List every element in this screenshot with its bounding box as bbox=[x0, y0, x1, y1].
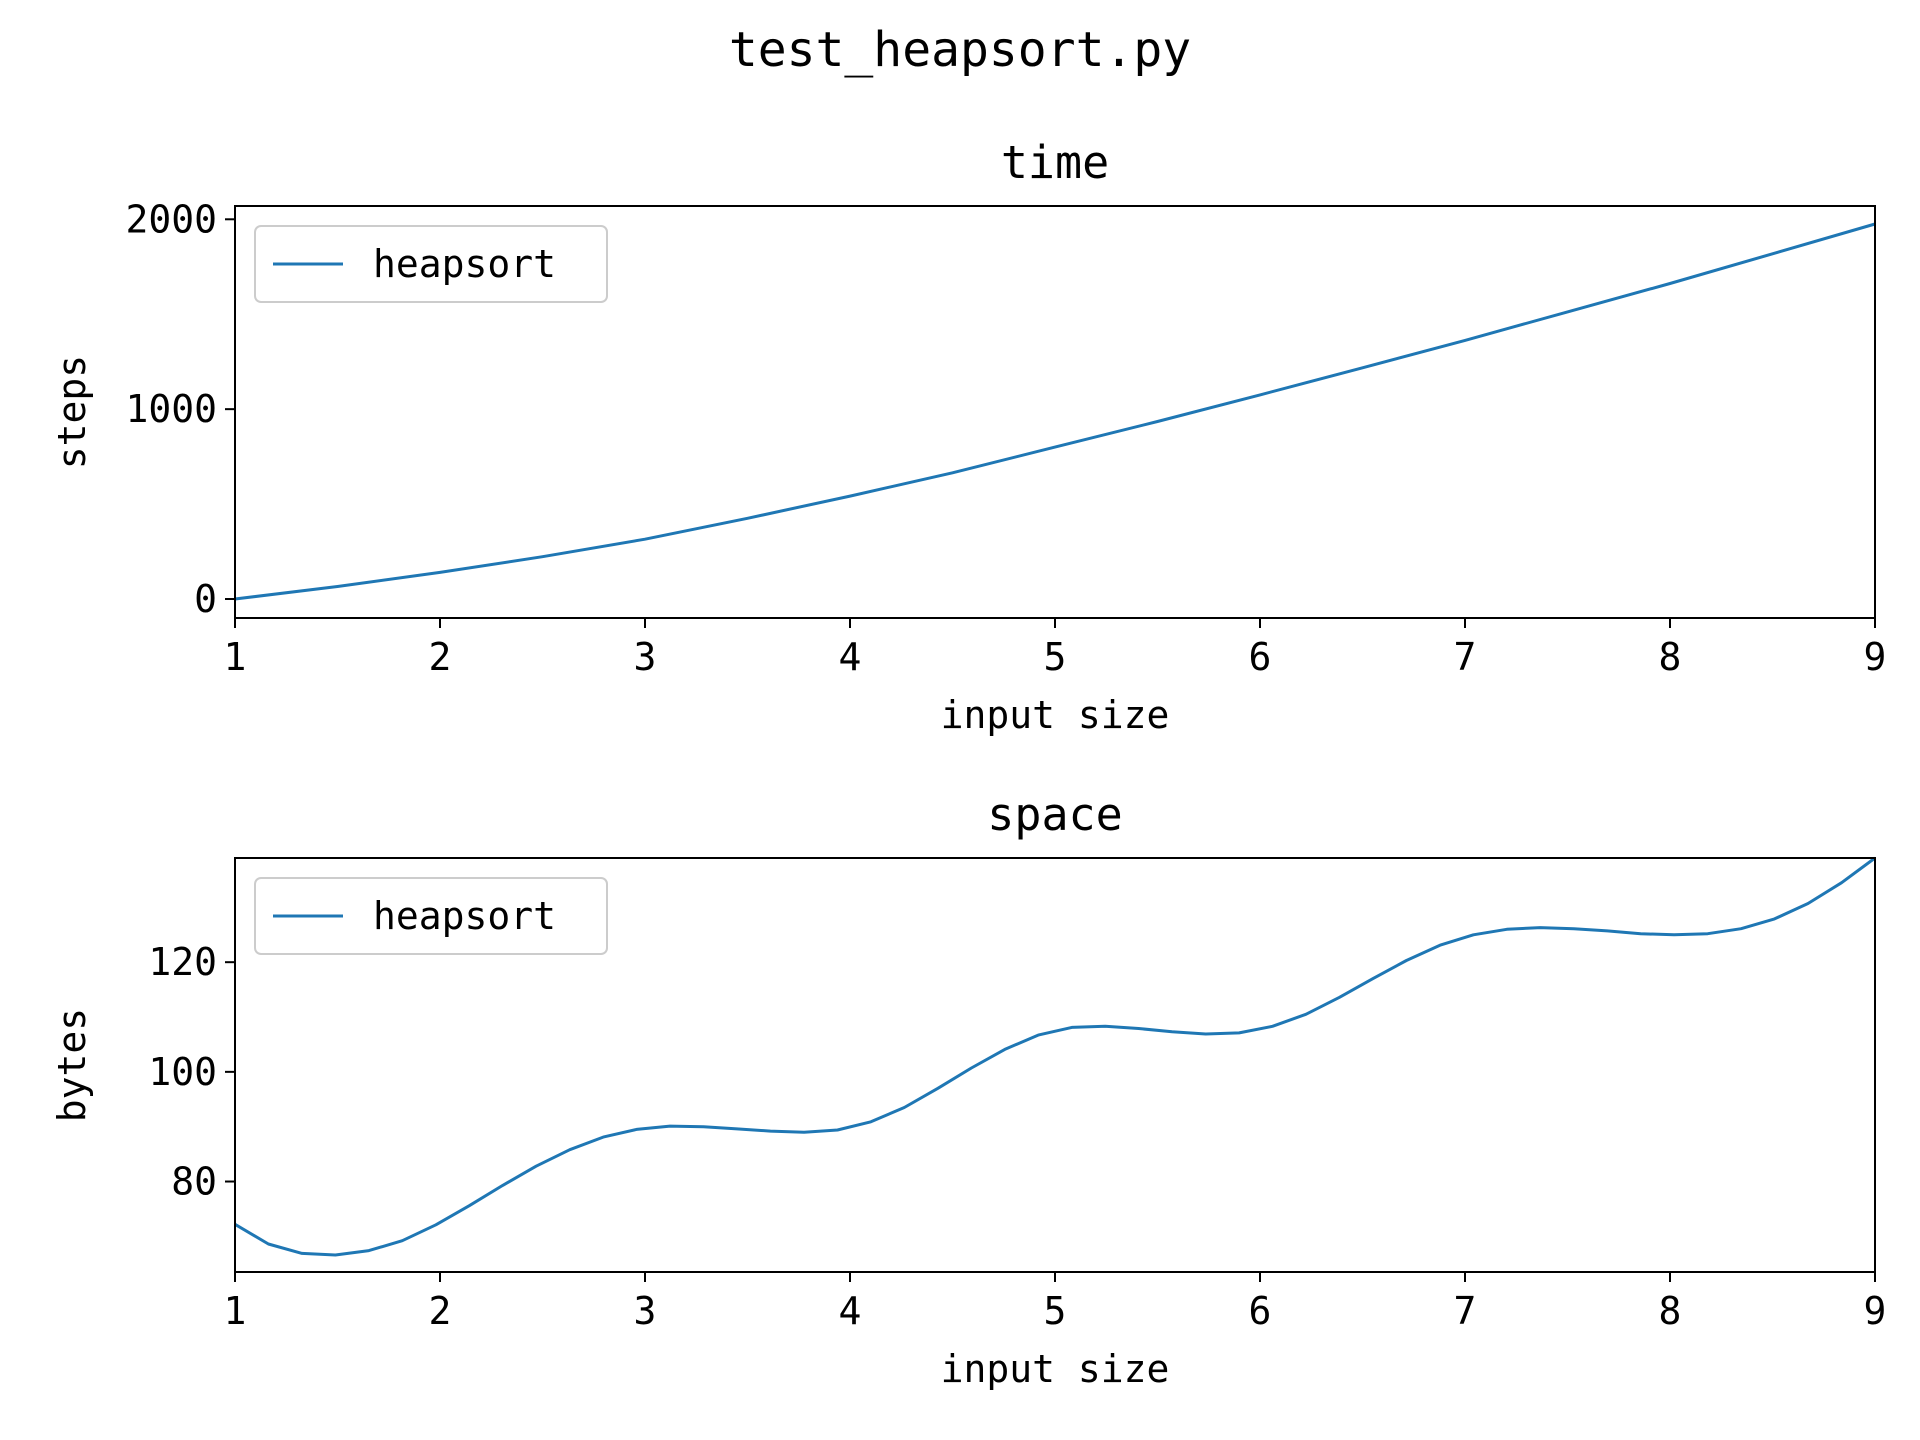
time-series-heapsort-line bbox=[234, 222, 1876, 601]
time-y-tick-label: 0 bbox=[194, 577, 217, 621]
time-legend-label-heapsort: heapsort bbox=[373, 242, 556, 286]
space-x-axis-label: input size bbox=[941, 1347, 1170, 1391]
subplot-time: time 1 2 3 4 5 6 7 8 9 0 1000 2000 input size steps hea… bbox=[50, 136, 1886, 737]
space-series-heapsort-line bbox=[234, 856, 1876, 1257]
subplots: time 1 2 3 4 5 6 7 8 9 0 1000 2000 input size steps hea… bbox=[50, 136, 1886, 1391]
space-y-axis-label: bytes bbox=[50, 1008, 94, 1122]
space-y-tick-label: 100 bbox=[148, 1050, 217, 1094]
time-x-tick-label: 1 bbox=[224, 635, 247, 679]
time-legend: heapsort bbox=[254, 225, 608, 303]
space-x-tick-label: 3 bbox=[634, 1289, 657, 1333]
subplot-space: space 1 2 3 4 5 6 7 8 9 80 100 120 input size bytes hea… bbox=[50, 788, 1886, 1391]
space-x-tick-label: 4 bbox=[839, 1289, 862, 1333]
space-x-tick-label: 1 bbox=[224, 1289, 247, 1333]
time-y-tick-label: 1000 bbox=[125, 387, 217, 431]
time-x-tick-label: 4 bbox=[839, 635, 862, 679]
space-plot-title: space bbox=[987, 788, 1122, 841]
time-plot-title: time bbox=[1001, 136, 1109, 189]
space-y-tick-label: 80 bbox=[171, 1160, 217, 1204]
space-legend: heapsort bbox=[254, 877, 608, 955]
space-x-tick-label: 8 bbox=[1659, 1289, 1682, 1333]
time-y-tick-label: 2000 bbox=[125, 197, 217, 241]
space-x-tick-label: 2 bbox=[429, 1289, 452, 1333]
time-x-tick-label: 8 bbox=[1659, 635, 1682, 679]
time-x-tick-label: 9 bbox=[1864, 635, 1887, 679]
time-x-axis-label: input size bbox=[941, 693, 1170, 737]
time-x-tick-label: 6 bbox=[1249, 635, 1272, 679]
space-legend-label-heapsort: heapsort bbox=[373, 894, 556, 938]
time-legend-box bbox=[254, 225, 608, 303]
space-x-tick-label: 5 bbox=[1044, 1289, 1067, 1333]
time-x-tick-label: 2 bbox=[429, 635, 452, 679]
space-y-tick-label: 120 bbox=[148, 940, 217, 984]
time-x-tick-label: 5 bbox=[1044, 635, 1067, 679]
space-x-tick-label: 9 bbox=[1864, 1289, 1887, 1333]
space-legend-box bbox=[254, 877, 608, 955]
time-y-axis-label: steps bbox=[50, 355, 94, 469]
figure-suptitle: test_heapsort.py bbox=[729, 22, 1191, 78]
space-x-tick-label: 7 bbox=[1454, 1289, 1477, 1333]
time-x-tick-label: 3 bbox=[634, 635, 657, 679]
time-x-tick-label: 7 bbox=[1454, 635, 1477, 679]
space-x-tick-label: 6 bbox=[1249, 1289, 1272, 1333]
